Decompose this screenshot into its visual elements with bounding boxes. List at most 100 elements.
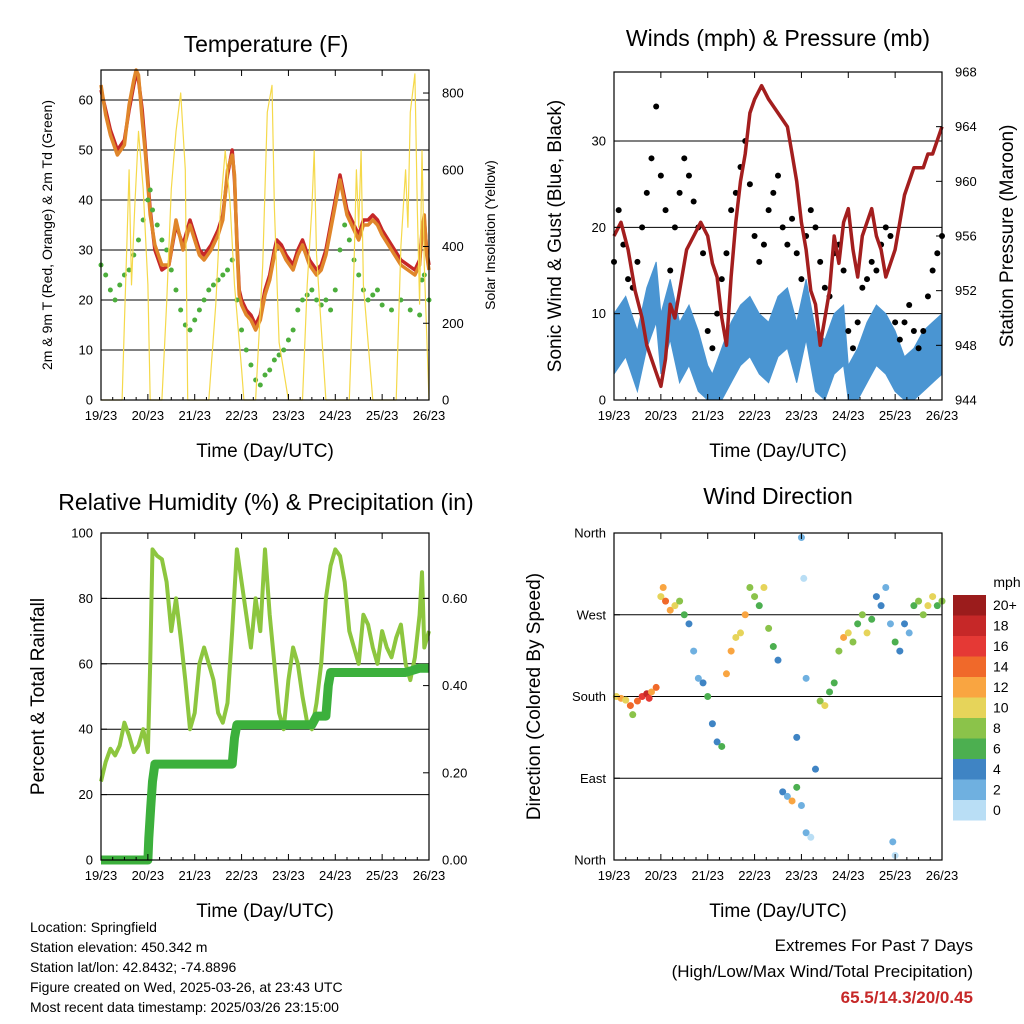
gust-point (859, 284, 866, 291)
y-tick-label: 0 (86, 393, 93, 408)
direction-point (793, 783, 801, 791)
gust-point (854, 319, 861, 326)
dewpoint-point (267, 367, 273, 373)
elevation-text: Station elevation: 450.342 m (30, 939, 208, 955)
legend-swatch (953, 697, 986, 718)
direction-point (680, 611, 688, 619)
dewpoint-point (131, 252, 137, 258)
latlon-text: Station lat/lon: 42.8432; -74.8896 (30, 959, 237, 975)
y-tick-label: 60 (79, 93, 93, 108)
legend-swatch (953, 738, 986, 759)
direction-point (821, 702, 829, 710)
gust-point (657, 172, 664, 179)
direction-point (765, 624, 773, 632)
direction-point (694, 674, 702, 682)
gust-point (920, 327, 927, 334)
legend-swatch (953, 595, 986, 616)
direction-point (685, 620, 693, 628)
gust-point (812, 224, 819, 231)
gust-point (700, 250, 707, 257)
gust-point (845, 327, 852, 334)
y-tick-label: East (580, 771, 606, 786)
precip-series (101, 663, 429, 865)
gust-point (929, 267, 936, 274)
gust-point (910, 327, 917, 334)
legend-label: 8 (993, 720, 1001, 736)
y-axis-label: Direction (Colored By Speed) (524, 573, 545, 820)
direction-point (755, 602, 763, 610)
direction-point (793, 733, 801, 741)
dewpoint-point (159, 237, 165, 243)
gust-point (901, 319, 908, 326)
dewpoint-point (187, 327, 193, 333)
y-right-tick-label: 0 (442, 393, 449, 408)
dewpoint-point (150, 207, 156, 213)
x-tick-label: 26/23 (413, 408, 446, 423)
x-tick-label: 22/23 (738, 408, 771, 423)
x-axis-label: Time (Day/UTC) (196, 441, 334, 462)
direction-point (690, 647, 698, 655)
direction-point (840, 633, 848, 641)
x-tick-label: 21/23 (691, 408, 724, 423)
dewpoint-point (135, 237, 141, 243)
direction-point (622, 696, 630, 704)
direction-point (760, 584, 768, 591)
y-tick-label: 10 (79, 343, 93, 358)
dewpoint-point (309, 287, 315, 293)
direction-point (797, 802, 805, 809)
x-tick-label: 22/23 (225, 868, 258, 883)
dewpoint-point (168, 267, 174, 273)
created-text: Figure created on Wed, 2025-03-26, at 23… (30, 979, 343, 995)
dewpoint-point (370, 292, 376, 298)
y-tick-label: 30 (592, 134, 606, 149)
extremes-box: Extremes For Past 7 Days (High/Low/Max W… (672, 933, 973, 1011)
direction-point (872, 593, 880, 601)
dewpoint-point (356, 272, 362, 278)
direction-point (811, 765, 819, 773)
chart-title: Relative Humidity (%) & Precipitation (i… (58, 489, 473, 515)
legend-label: 20+ (993, 597, 1017, 613)
dewpoint-point (243, 347, 249, 353)
dewpoint-point (290, 327, 296, 333)
dewpoint-point (342, 222, 348, 228)
direction-point (659, 584, 667, 591)
dewpoint-point (103, 272, 109, 278)
direction-point (802, 829, 810, 837)
station-info: Location: Springfield Station elevation:… (30, 917, 343, 1017)
y-right-tick-label: 968 (955, 65, 977, 80)
winds-chart: 19/23 20/23 21/23 22/23 23/23 24/23 25/23 26/23… (545, 25, 1018, 462)
direction-point (779, 788, 787, 796)
y-tick-label: 10 (592, 306, 606, 321)
direction-point (889, 838, 897, 846)
y-tick-label: 0 (599, 393, 606, 408)
dewpoint-point (262, 372, 268, 378)
x-axis-label: Time (Day/UTC) (196, 901, 334, 922)
x-tick-label: 25/23 (366, 408, 399, 423)
gust-point (840, 267, 847, 274)
x-tick-label: 19/23 (85, 408, 118, 423)
gust-point (643, 189, 650, 196)
gust-point (685, 172, 692, 179)
x-tick-label: 19/23 (598, 868, 631, 883)
direction-point (886, 620, 894, 628)
gust-point (704, 327, 711, 334)
direction-point (933, 602, 941, 610)
solar-series (101, 73, 430, 401)
gust-point (892, 319, 899, 326)
direction-point (704, 693, 712, 700)
y-tick-label: 50 (79, 143, 93, 158)
x-tick-label: 25/23 (879, 868, 912, 883)
dewpoint-point (192, 317, 198, 323)
direction-point (708, 720, 716, 728)
extremes-subtitle: (High/Low/Max Wind/Total Precipitation) (671, 962, 973, 981)
gust-point (625, 276, 632, 283)
legend-label: 12 (993, 679, 1009, 695)
extremes-title: Extremes For Past 7 Days (774, 936, 973, 955)
dewpoint-point (117, 282, 123, 288)
direction-point (891, 638, 899, 646)
direction-point (863, 629, 871, 637)
y-right-axis-label: Station Pressure (Maroon) (997, 125, 1018, 348)
y-right-tick-label: 800 (442, 86, 464, 101)
y-tick-label: 20 (79, 787, 93, 802)
